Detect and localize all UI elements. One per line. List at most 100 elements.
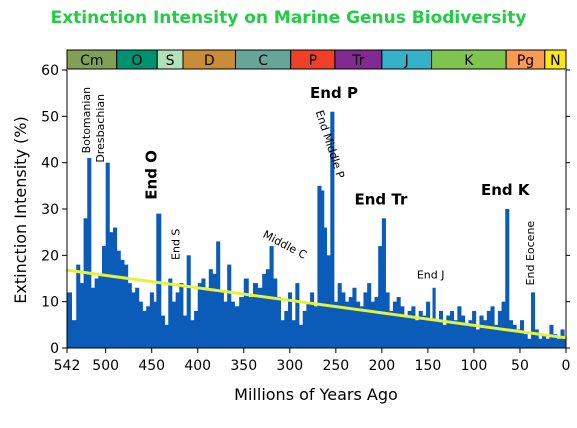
bar xyxy=(310,292,315,348)
bar xyxy=(230,301,235,348)
bar xyxy=(432,287,436,348)
bar xyxy=(252,283,258,348)
y-tick-label: 20 xyxy=(41,248,59,264)
bar xyxy=(299,324,304,348)
period-bar: Cm O S D C P Tr J K Pg N xyxy=(66,49,567,70)
bar xyxy=(403,315,409,348)
bar xyxy=(120,259,125,348)
bar xyxy=(348,297,353,348)
bar xyxy=(374,297,379,348)
bar xyxy=(149,292,154,348)
bar xyxy=(523,334,528,348)
bar xyxy=(370,301,375,348)
annotation-label: End K xyxy=(481,181,531,199)
x-tick-label: 450 xyxy=(138,358,165,374)
bar xyxy=(519,320,525,348)
y-tick-label: 0 xyxy=(50,341,59,357)
bar xyxy=(90,287,96,348)
trend-line xyxy=(65,268,568,340)
bar xyxy=(542,334,547,348)
annotation-label: End J xyxy=(417,269,445,282)
x-axis-label: Millions of Years Ago xyxy=(234,385,398,404)
bar xyxy=(291,320,296,348)
bar xyxy=(534,329,539,348)
bar xyxy=(190,320,195,348)
bar xyxy=(257,287,263,348)
bar xyxy=(276,297,281,348)
bar xyxy=(216,241,221,348)
x-tick-label: 250 xyxy=(322,358,349,374)
bar xyxy=(323,227,328,348)
period-label: K xyxy=(464,53,474,69)
bar xyxy=(223,301,228,348)
y-tick-label: 50 xyxy=(41,109,59,125)
bar xyxy=(345,301,350,348)
x-tick-label: 350 xyxy=(230,358,257,374)
bar xyxy=(194,310,199,348)
bar xyxy=(472,310,477,348)
bar xyxy=(101,246,107,348)
bar xyxy=(160,315,165,348)
bar xyxy=(429,320,433,348)
bar xyxy=(422,315,427,348)
bar xyxy=(135,287,140,348)
bar xyxy=(479,315,484,348)
period-label: Pg xyxy=(517,53,534,69)
y-tick-label: 30 xyxy=(41,202,59,218)
bar xyxy=(87,158,92,348)
bar xyxy=(442,324,447,348)
bar xyxy=(381,218,386,348)
bar xyxy=(363,292,368,348)
x-tick-label: 200 xyxy=(368,358,395,374)
y-axis-label: Extinction Intensity (%) xyxy=(11,116,30,303)
bar xyxy=(138,301,143,348)
bar xyxy=(197,283,202,348)
bar xyxy=(438,310,444,348)
x-tick-label: 100 xyxy=(461,358,488,374)
x-tick-label: 150 xyxy=(415,358,442,374)
bar xyxy=(453,320,458,348)
annotation-label: End Tr xyxy=(355,190,408,208)
bar xyxy=(385,292,390,348)
x-ticks: 542 500 450 400 350 300 250 200 150 100 50 0 xyxy=(54,348,571,374)
bar xyxy=(175,292,180,348)
bar xyxy=(284,310,289,348)
bar xyxy=(396,297,401,348)
bar xyxy=(273,278,278,348)
bar xyxy=(109,232,114,348)
chart-title: Extinction Intensity on Marine Genus Bio… xyxy=(50,8,527,28)
period-label: J xyxy=(404,53,409,69)
bar xyxy=(71,320,77,348)
bar xyxy=(531,292,536,348)
annotation-label: End Middle P xyxy=(313,109,347,181)
bar xyxy=(79,283,84,348)
period-label: S xyxy=(166,53,175,69)
x-tick-label: 0 xyxy=(562,358,571,374)
bar xyxy=(553,334,558,348)
bar xyxy=(287,292,293,348)
bar xyxy=(512,324,517,348)
bar xyxy=(164,324,169,348)
y-tick-label: 40 xyxy=(41,156,59,172)
bar xyxy=(330,111,335,348)
bar xyxy=(407,310,412,348)
bar xyxy=(435,320,440,348)
bar xyxy=(113,227,118,348)
bar xyxy=(208,269,213,348)
annotations: Botomanian Dresbachian End O End S Middle C E… xyxy=(80,84,537,286)
bar xyxy=(234,306,240,348)
y-tick-label: 10 xyxy=(41,295,59,311)
bar xyxy=(212,273,217,348)
bar xyxy=(142,310,147,348)
bar xyxy=(205,287,210,348)
bar xyxy=(156,213,162,348)
bar xyxy=(183,315,188,348)
bar xyxy=(186,255,191,348)
bar xyxy=(337,283,342,348)
bar xyxy=(105,162,110,348)
bar xyxy=(295,283,300,348)
annotation-label: Dresbachian xyxy=(94,94,107,163)
x-tick-label: 500 xyxy=(92,358,119,374)
bar xyxy=(505,209,510,348)
